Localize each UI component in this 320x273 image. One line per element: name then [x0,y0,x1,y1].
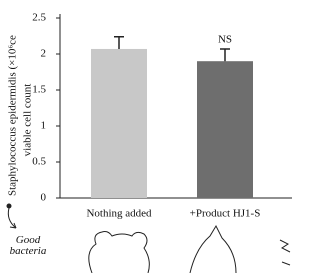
y-tick-label: 1 [41,120,47,132]
error-bar [220,49,230,61]
bar [91,49,147,198]
x-tick-label: Nothing added [86,208,152,220]
annotation: NS [218,33,232,45]
y-tick-label: 0.5 [32,156,46,168]
y-tick-label: 2.5 [32,12,46,24]
y-tick-label: 0 [41,192,47,204]
y-axis-label: Staphylococcus epidermidis (×10⁶ce [7,35,19,196]
bar [197,61,253,198]
y-tick-label: 2 [41,48,47,60]
chart: Staphylococcus epidermidis (×10⁶ce viabl… [0,0,292,273]
error-bar [114,37,124,49]
y-tick-label: 1.5 [32,84,46,96]
illustration-label-line: bacteria [10,245,47,257]
x-tick-label: +Product HJ1-S [190,208,261,220]
